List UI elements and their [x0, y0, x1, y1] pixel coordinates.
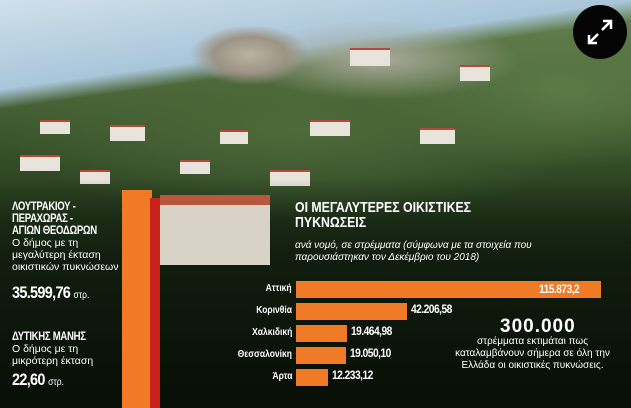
- bar: [296, 369, 329, 386]
- largest-municipality-name-2: ΠΕΡΑΧΩΡΑΣ -: [12, 211, 73, 225]
- value-label: 115.873,2: [539, 282, 580, 296]
- smallest-municipality-name: ΔΥΤΙΚΗΣ ΜΑΝΗΣ: [12, 329, 86, 343]
- house: [180, 160, 210, 174]
- smallest-municipality-description: Ο δήμος με τη μικρότερη έκταση: [12, 343, 94, 367]
- villa: [160, 195, 270, 265]
- chart-subtitle: ανά νομό, σε στρέμματα (σύμφωνα με τα στ…: [295, 240, 532, 263]
- house: [110, 125, 145, 141]
- largest-municipality-description: Ο δήμος με τη μεγαλύτερη έκταση οικιστικ…: [12, 237, 119, 273]
- chart-title: ΟΙ ΜΕΓΑΛΥΤΕΡΕΣ ΟΙΚΙΣΤΙΚΕΣ ΠΥΚΝΩΣΕΙΣ: [295, 199, 472, 231]
- bar: [296, 325, 348, 342]
- house: [350, 48, 390, 66]
- category-label: Άρτα: [272, 371, 292, 382]
- expand-arrows-icon: [587, 19, 613, 45]
- value-label: 19.464,98: [351, 324, 393, 338]
- category-label: Κορινθία: [256, 305, 292, 316]
- house: [40, 120, 70, 134]
- house: [310, 120, 350, 136]
- expand-button[interactable]: [573, 5, 627, 59]
- largest-municipality-name-3: ΑΓΙΩΝ ΘΕΟΔΩΡΩΝ: [12, 223, 97, 237]
- red-column: [150, 198, 160, 408]
- largest-municipality-value: 35.599,76 στρ.: [12, 283, 90, 302]
- value-label: 42.206,58: [411, 302, 452, 316]
- bar: [296, 281, 601, 298]
- bar: [296, 347, 347, 364]
- house: [220, 130, 248, 144]
- bar: [296, 303, 408, 320]
- smallest-municipality-value: 22,60 στρ.: [12, 370, 64, 389]
- value-label: 12.233,12: [332, 368, 373, 382]
- total-value: 300.000: [500, 316, 576, 337]
- category-label: Θεσσαλονίκη: [237, 349, 292, 360]
- category-label: Χαλκιδική: [251, 327, 292, 338]
- orange-column: [122, 190, 152, 408]
- house: [460, 65, 490, 81]
- total-description: στρέμματα εκτιμάται πως καταλαμβάνουν σή…: [455, 336, 610, 371]
- house: [20, 155, 60, 171]
- house: [420, 128, 455, 144]
- value-label: 19.050,10: [350, 346, 391, 360]
- category-label: Αττική: [265, 283, 292, 294]
- largest-municipality-name-1: ΛΟΥΤΡΑΚΙΟΥ -: [12, 199, 76, 213]
